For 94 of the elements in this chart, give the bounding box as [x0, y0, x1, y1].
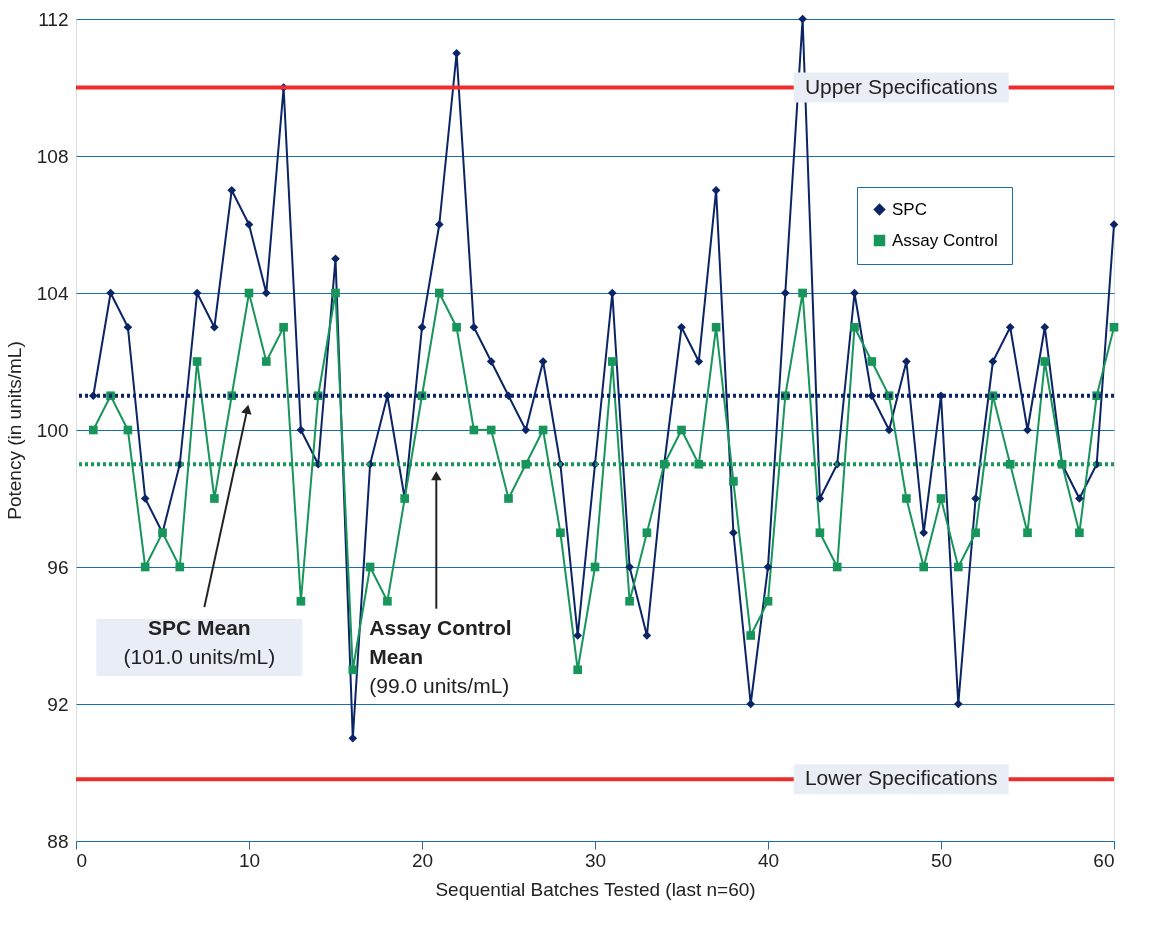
point [296, 425, 306, 435]
point [625, 596, 634, 606]
x-tick-label: 10 [238, 849, 261, 871]
point [227, 185, 237, 195]
point [902, 357, 911, 366]
point [417, 322, 427, 332]
point [486, 425, 496, 435]
point [746, 699, 756, 709]
point [573, 665, 583, 675]
y-tick-label: 96 [47, 556, 69, 578]
point [210, 322, 219, 332]
x-tick-label: 50 [930, 849, 953, 871]
point [175, 562, 185, 572]
point [1023, 528, 1032, 538]
point [383, 596, 392, 606]
point [1005, 322, 1015, 332]
point [1075, 494, 1084, 503]
point [140, 562, 150, 572]
point [694, 357, 704, 366]
x-tick-label: 60 [1093, 849, 1115, 871]
point [331, 288, 340, 298]
point [867, 357, 877, 366]
point [763, 562, 773, 572]
y-tick-label: 108 [36, 145, 69, 167]
point [1040, 322, 1050, 332]
point [642, 528, 652, 538]
point [953, 562, 963, 572]
point [919, 562, 929, 572]
ref-line-label: Lower Specifications [804, 766, 998, 790]
point [192, 357, 202, 366]
y-tick-label: 112 [38, 8, 69, 30]
point [521, 425, 531, 435]
point [123, 322, 133, 332]
point [694, 459, 704, 469]
point [902, 494, 911, 503]
point [434, 220, 444, 229]
annotation: Assay Control Mean (99.0 units/mL) [369, 615, 512, 697]
point [763, 596, 773, 606]
x-tick-label: 0 [76, 849, 88, 871]
point [711, 322, 721, 332]
point [798, 288, 807, 298]
point [850, 322, 859, 332]
point [953, 699, 963, 709]
point [746, 631, 756, 640]
legend-label: SPC [892, 199, 927, 219]
y-tick-label: 88 [47, 830, 69, 852]
y-tick-label: 100 [36, 419, 69, 441]
ref-line-label: Upper Specifications [804, 74, 998, 98]
point [729, 528, 738, 538]
point [261, 357, 271, 366]
point [729, 477, 738, 486]
point [504, 494, 513, 503]
point [1040, 357, 1050, 366]
legend-label: Assay Control [892, 230, 998, 250]
point [469, 322, 479, 332]
point [971, 494, 980, 503]
x-axis-title: Sequential Batches Tested (last n=60) [435, 878, 756, 900]
point [1109, 322, 1119, 332]
point [677, 322, 686, 332]
point [452, 48, 461, 58]
point [780, 288, 790, 298]
point [607, 288, 617, 298]
point [919, 528, 929, 538]
x-tick-label: 40 [757, 849, 780, 871]
point [573, 631, 583, 640]
point [486, 357, 496, 366]
point [279, 322, 288, 332]
point [140, 494, 150, 503]
x-tick-label: 20 [411, 849, 434, 871]
point [556, 528, 565, 538]
point [832, 562, 842, 572]
point [1075, 528, 1084, 538]
point [434, 288, 444, 298]
point [331, 254, 340, 264]
x-tick-label: 30 [584, 849, 607, 871]
point [192, 288, 202, 298]
point [936, 494, 946, 503]
point [452, 322, 461, 332]
point [210, 494, 219, 503]
point [1005, 459, 1015, 469]
point [815, 528, 825, 538]
point [711, 185, 721, 195]
point [971, 528, 980, 538]
point [677, 425, 686, 435]
point [261, 288, 271, 298]
point [348, 665, 358, 675]
annotation: SPC Mean (101.0 units/mL) [123, 616, 276, 669]
point [88, 425, 98, 435]
y-tick-label: 104 [36, 282, 69, 304]
point [884, 425, 894, 435]
y-tick-label: 92 [47, 693, 69, 715]
point [296, 596, 306, 606]
point [607, 357, 617, 366]
y-axis-title: Potency (in units/mL) [3, 341, 25, 520]
